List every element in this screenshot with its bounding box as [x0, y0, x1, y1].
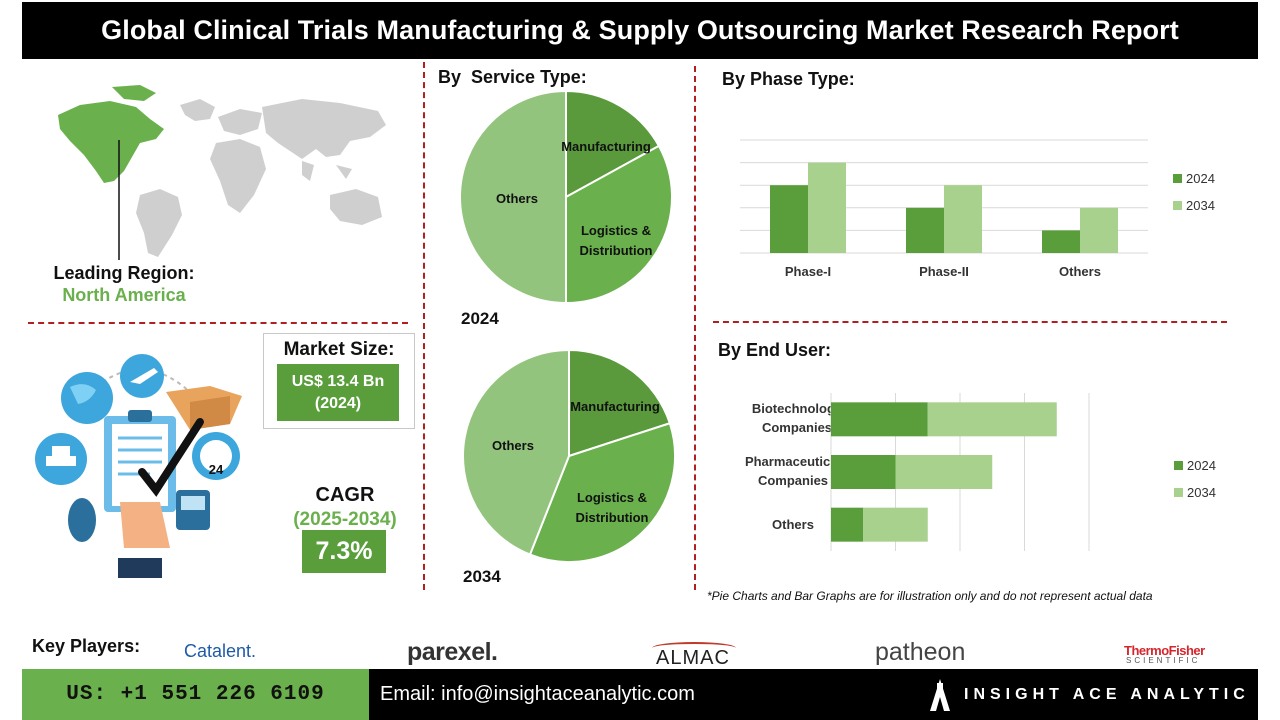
- pie-2034-slice-1: [528, 421, 676, 563]
- logo-almac: ALMAC: [656, 647, 730, 669]
- key-players-label: Key Players:: [32, 636, 141, 656]
- service-pie-2034: Manufacturing Logistics & Distribution O…: [462, 348, 676, 563]
- end-user-chart: Biotechnology Companies Pharmaceutical C…: [745, 393, 1216, 551]
- divider-left: [423, 62, 425, 590]
- pie-2024-label-logistics-line2: Distribution: [580, 243, 653, 258]
- phase-category-label: Phase-II: [919, 264, 969, 279]
- phase-legend-label: 2034: [1186, 198, 1215, 213]
- phase-legend-swatch: [1173, 201, 1182, 210]
- logo-thermofisher-scientific: SCIENTIFIC: [1126, 656, 1201, 665]
- phase-bar-2034-2: [1080, 207, 1118, 253]
- phase-bar-2034-0: [808, 162, 846, 253]
- pie-2024-label-logistics-line1: Logistics &: [581, 223, 651, 238]
- end-user-category-bio-line2: Companies: [762, 420, 832, 435]
- footer-brand: INSIGHT ACE ANALYTIC: [910, 669, 1258, 720]
- logo-almac-arc: [652, 642, 736, 654]
- pie-2024-label-manufacturing: Manufacturing: [561, 139, 651, 154]
- pie-2024-slice-2: [459, 89, 567, 305]
- phase-bar-2034-1: [944, 185, 982, 253]
- phase-legend-label: 2024: [1186, 171, 1215, 186]
- end-user-legend-label: 2024: [1187, 458, 1216, 473]
- divider-right-horizontal: [713, 321, 1227, 323]
- leading-region-label: Leading Region:: [53, 263, 195, 283]
- end-user-bar-2034-0: [927, 402, 1057, 437]
- divider-right: [694, 66, 696, 590]
- cagr-title: CAGR: [315, 484, 375, 506]
- service-pie-2024-year: 2024: [461, 309, 499, 328]
- world-map-icon: [58, 85, 386, 260]
- logo-thermofisher: ThermoFisher: [1124, 643, 1205, 658]
- pie-2034-label-manufacturing: Manufacturing: [570, 399, 660, 414]
- market-size-value-amount: US$ 13.4 Bn: [291, 372, 385, 390]
- phase-category-label: Others: [1059, 264, 1101, 279]
- phase-type-chart: Phase-I Phase-II Others 2024 2034: [740, 139, 1215, 279]
- market-size-value-year: (2024): [314, 394, 362, 412]
- phase-bar-2024-2: [1042, 230, 1080, 253]
- end-user-legend-swatch: [1174, 461, 1183, 470]
- end-user-legend-label: 2034: [1187, 485, 1216, 500]
- end-user-bar-2024-2: [831, 507, 864, 542]
- footer-phone: US: +1 551 226 6109: [22, 669, 369, 720]
- pie-2024-slice-1: [565, 144, 673, 305]
- pie-2034-slice-0: [568, 348, 672, 458]
- phase-type-title: By Phase Type:: [722, 69, 855, 89]
- market-size-title: Market Size:: [283, 339, 395, 360]
- end-user-bar-2024-1: [831, 455, 896, 489]
- service-pie-2034-year: 2034: [463, 567, 501, 586]
- end-user-bar-2034-2: [863, 507, 928, 542]
- phase-legend-swatch: [1173, 174, 1182, 183]
- end-user-title: By End User:: [718, 340, 832, 360]
- divider-left-horizontal: [28, 322, 408, 324]
- pie-2034-slice-2: [462, 348, 570, 556]
- end-user-bar-2024-0: [831, 402, 928, 437]
- end-user-category-bio-line1: Biotechnology: [752, 401, 843, 416]
- pie-2034-label-logistics-line2: Distribution: [576, 510, 649, 525]
- phase-bar-2024-1: [906, 207, 944, 253]
- logistics-illustration-icon: 24: [35, 354, 242, 578]
- pie-2024-label-others: Others: [496, 191, 538, 206]
- service-type-title: By Service Type:: [438, 67, 587, 87]
- brand-name: INSIGHT ACE ANALYTIC: [964, 685, 1250, 703]
- end-user-bar-2034-1: [895, 455, 993, 489]
- phase-category-label: Phase-I: [785, 264, 831, 279]
- cagr-period: (2025-2034): [293, 509, 397, 530]
- footer-email: Email: info@insightaceanalytic.com: [369, 669, 910, 720]
- pie-2034-label-others: Others: [492, 438, 534, 453]
- leading-region-value: North America: [62, 285, 186, 305]
- pie-2024-slice-0: [565, 89, 661, 199]
- market-size-value: US$ 13.4 Bn (2024): [277, 364, 399, 421]
- cagr-value: 7.3%: [302, 530, 386, 573]
- end-user-legend-swatch: [1174, 488, 1183, 497]
- end-user-category-pharma-line1: Pharmaceutical: [745, 454, 841, 469]
- report-title: Global Clinical Trials Manufacturing & S…: [22, 2, 1258, 59]
- phase-bar-2024-0: [770, 185, 808, 253]
- end-user-category-others: Others: [772, 517, 814, 532]
- brand-logo-mark-icon: [930, 678, 950, 711]
- disclaimer-note: *Pie Charts and Bar Graphs are for illus…: [707, 589, 1153, 603]
- pie-2034-label-logistics-line1: Logistics &: [577, 490, 647, 505]
- svg-text:24: 24: [209, 462, 224, 477]
- logo-catalent: Catalent.: [184, 641, 257, 661]
- logo-parexel: parexel.: [407, 638, 498, 666]
- logo-patheon: patheon: [875, 638, 966, 666]
- end-user-category-pharma-line2: Companies: [758, 473, 828, 488]
- service-pie-2024: Manufacturing Logistics & Distribution O…: [459, 89, 673, 305]
